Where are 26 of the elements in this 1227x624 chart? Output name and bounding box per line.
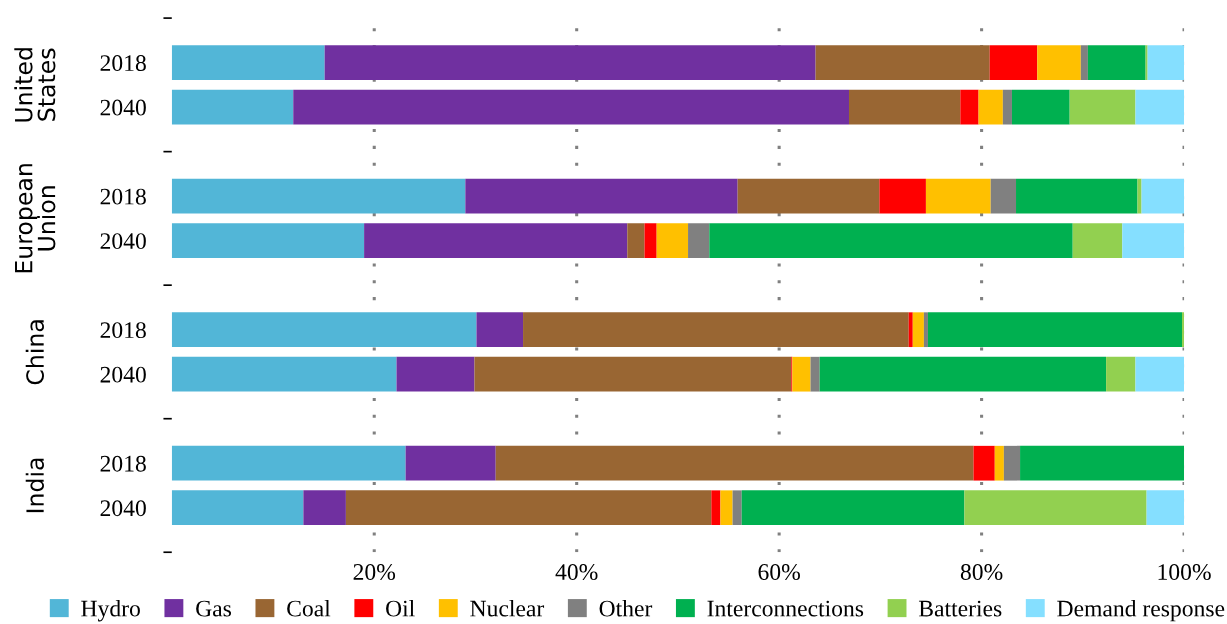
text: European Union	[15, 164, 56, 273]
legend-label: Batteries	[918, 600, 1002, 617]
text: United States	[14, 48, 56, 122]
y-tick-label: 2040	[100, 99, 146, 116]
x-tick-label: 80%	[960, 564, 1003, 581]
y-tick-label: 2018	[100, 455, 146, 472]
legend-label: Demand response	[1057, 599, 1225, 622]
x-tick-label: 100%	[1158, 564, 1211, 581]
legend-label: Oil	[386, 599, 415, 617]
y-tick-label: 2040	[100, 233, 146, 250]
y-tick-label: 2040	[100, 366, 146, 383]
legend-label: Gas	[196, 600, 232, 617]
legend-label: Other	[599, 599, 653, 617]
text: China	[25, 320, 44, 385]
x-tick-label: 40%	[555, 564, 598, 581]
text: India	[25, 458, 44, 513]
y-tick-label: 2018	[100, 322, 146, 339]
y-tick-label: 2018	[100, 55, 146, 72]
legend-label: Nuclear	[470, 599, 545, 617]
x-tick-label: 20%	[353, 564, 396, 581]
legend-label: Interconnections	[707, 600, 864, 617]
y-tick-label: 2040	[100, 500, 146, 517]
y-tick-label: 2018	[100, 188, 146, 205]
legend-label: Hydro	[81, 599, 140, 622]
x-tick-label: 60%	[758, 564, 800, 581]
legend-label: Coal	[287, 599, 331, 617]
